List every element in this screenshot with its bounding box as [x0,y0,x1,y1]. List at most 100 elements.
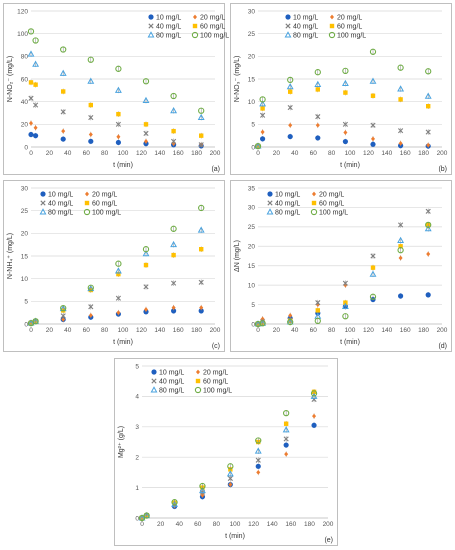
data-point [424,92,432,99]
legend-label: 10 mg/L [275,191,300,198]
data-point [88,132,93,137]
data-point [342,121,348,127]
series-2 [28,95,204,148]
x-tick-label: 100 [118,150,129,157]
data-point [287,318,294,326]
data-point [425,221,432,229]
y-tick-label: 80 [21,54,29,61]
x-axis-label: t (min) [113,162,133,169]
data-point [343,130,348,135]
data-point [170,225,177,232]
data-point [282,409,290,417]
data-point [142,96,150,104]
x-tick-label: 80 [101,150,109,157]
legend-label: 100 mg/L [319,209,348,216]
data-point [312,413,317,419]
legend-label: 80 mg/L [293,32,318,39]
data-point [33,102,39,108]
data-point [287,76,294,84]
y-tick-label: 0 [24,144,28,151]
data-point [424,225,432,232]
data-point [425,129,431,135]
legend-marker [194,386,202,394]
x-tick-label: 40 [291,327,299,334]
data-point [398,97,403,102]
x-tick-label: 80 [328,327,336,334]
chart-frame [230,3,452,175]
x-tick-label: 120 [363,327,374,334]
data-point [370,265,376,270]
data-point [116,111,121,117]
data-point [115,139,121,146]
data-point [170,240,178,248]
panel-tag: (e) [324,537,333,544]
x-tick-label: 60 [194,521,202,528]
data-point [61,89,66,94]
data-point [287,104,293,111]
legend-marker [151,369,157,375]
legend-label: 40 mg/L [156,23,181,30]
legend-label: 100 mg/L [200,32,229,39]
y-tick-label: 100 [17,31,28,38]
data-point [259,100,267,107]
series-5 [138,390,318,522]
x-tick-label: 80 [101,327,109,334]
legend-marker [40,200,46,206]
data-point [60,313,66,319]
data-point [370,93,376,98]
data-point [60,304,67,312]
legend-label: 10 mg/L [159,369,184,376]
y-tick-label: 0 [24,321,28,328]
data-point [398,140,403,146]
data-point [311,422,317,428]
data-point [138,514,146,522]
panel-tag: (a) [211,166,220,173]
series-5 [254,221,432,328]
data-point [369,293,377,300]
data-point [143,262,149,268]
data-point [200,492,205,498]
data-point [27,50,35,57]
data-point [314,69,321,76]
x-tick-label: 140 [381,327,392,334]
data-point [29,120,33,126]
data-point [341,79,349,87]
data-point [116,271,121,277]
chart-frame [3,3,225,175]
x-tick-label: 80 [213,521,221,528]
data-point [171,280,177,286]
data-point [59,69,67,76]
series-4 [254,77,432,149]
y-tick-label: 15 [21,253,29,260]
legend-label: 60 mg/L [92,200,117,207]
y-tick-label: 25 [248,224,256,231]
x-tick-label: 100 [118,327,129,334]
x-tick-label: 200 [437,327,448,334]
data-point [342,138,348,145]
data-point [88,114,94,121]
data-point [33,82,38,87]
data-point [398,293,404,299]
x-tick-label: 120 [248,521,259,528]
x-tick-label: 40 [64,150,72,157]
data-point [142,78,150,85]
data-point [198,308,204,314]
legend-marker [267,191,273,197]
data-point [397,85,405,92]
legend-marker [267,200,273,206]
data-point [87,77,95,84]
legend-marker [285,14,291,20]
data-point [198,204,205,212]
data-point [199,486,206,494]
x-tick-label: 160 [173,327,184,334]
data-point [171,128,176,134]
data-point [288,122,293,128]
data-point [260,136,266,142]
legend-label: 80 mg/L [156,32,181,39]
legend-marker [83,208,91,216]
data-point [27,28,35,35]
y-tick-label: 5 [251,302,255,309]
data-point [255,457,261,463]
data-point [171,308,177,314]
data-point [171,305,176,311]
